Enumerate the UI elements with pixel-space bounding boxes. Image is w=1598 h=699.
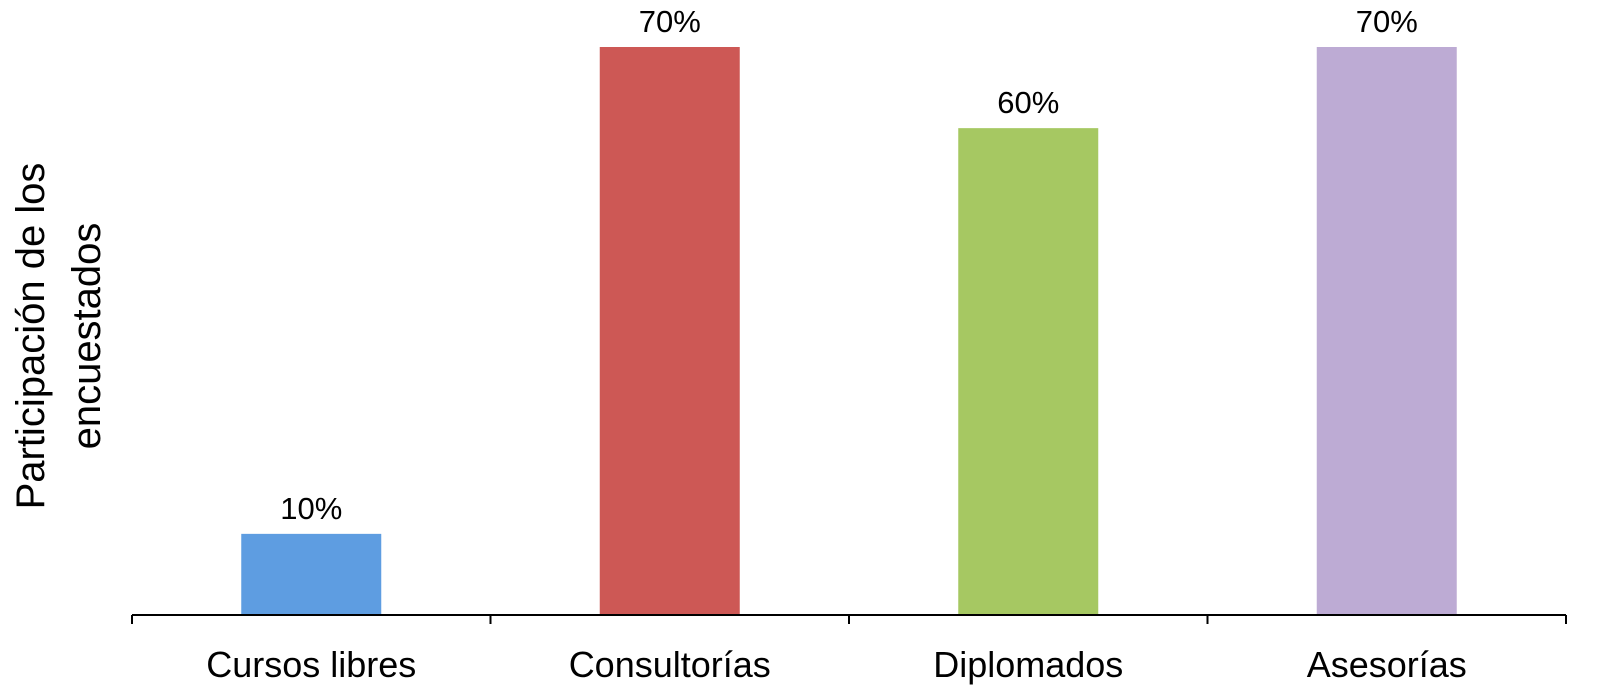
bar bbox=[958, 128, 1099, 615]
data-label: 70% bbox=[1356, 4, 1418, 39]
bar bbox=[1316, 47, 1457, 615]
data-labels: 10% 70% 60% 70% bbox=[280, 4, 1418, 526]
y-axis-title-line-1: Participación de los bbox=[9, 163, 53, 510]
bar bbox=[599, 47, 740, 615]
bar bbox=[241, 533, 382, 615]
x-tick-label: Asesorías bbox=[1307, 644, 1467, 685]
y-axis-title: Participación de los encuestados bbox=[9, 163, 109, 510]
x-tick-label: Consultorías bbox=[569, 644, 771, 685]
x-axis-tick-labels: Cursos libres Consultorías Diplomados Aseso… bbox=[206, 644, 1467, 685]
y-axis-title-line-2: encuestados bbox=[65, 223, 109, 450]
data-label: 10% bbox=[280, 491, 342, 526]
x-tick-label: Cursos libres bbox=[206, 644, 416, 685]
x-tick-label: Diplomados bbox=[933, 644, 1123, 685]
data-label: 60% bbox=[997, 85, 1059, 120]
x-axis bbox=[131, 614, 1567, 624]
bar-series bbox=[241, 47, 1457, 615]
data-label: 70% bbox=[639, 4, 701, 39]
